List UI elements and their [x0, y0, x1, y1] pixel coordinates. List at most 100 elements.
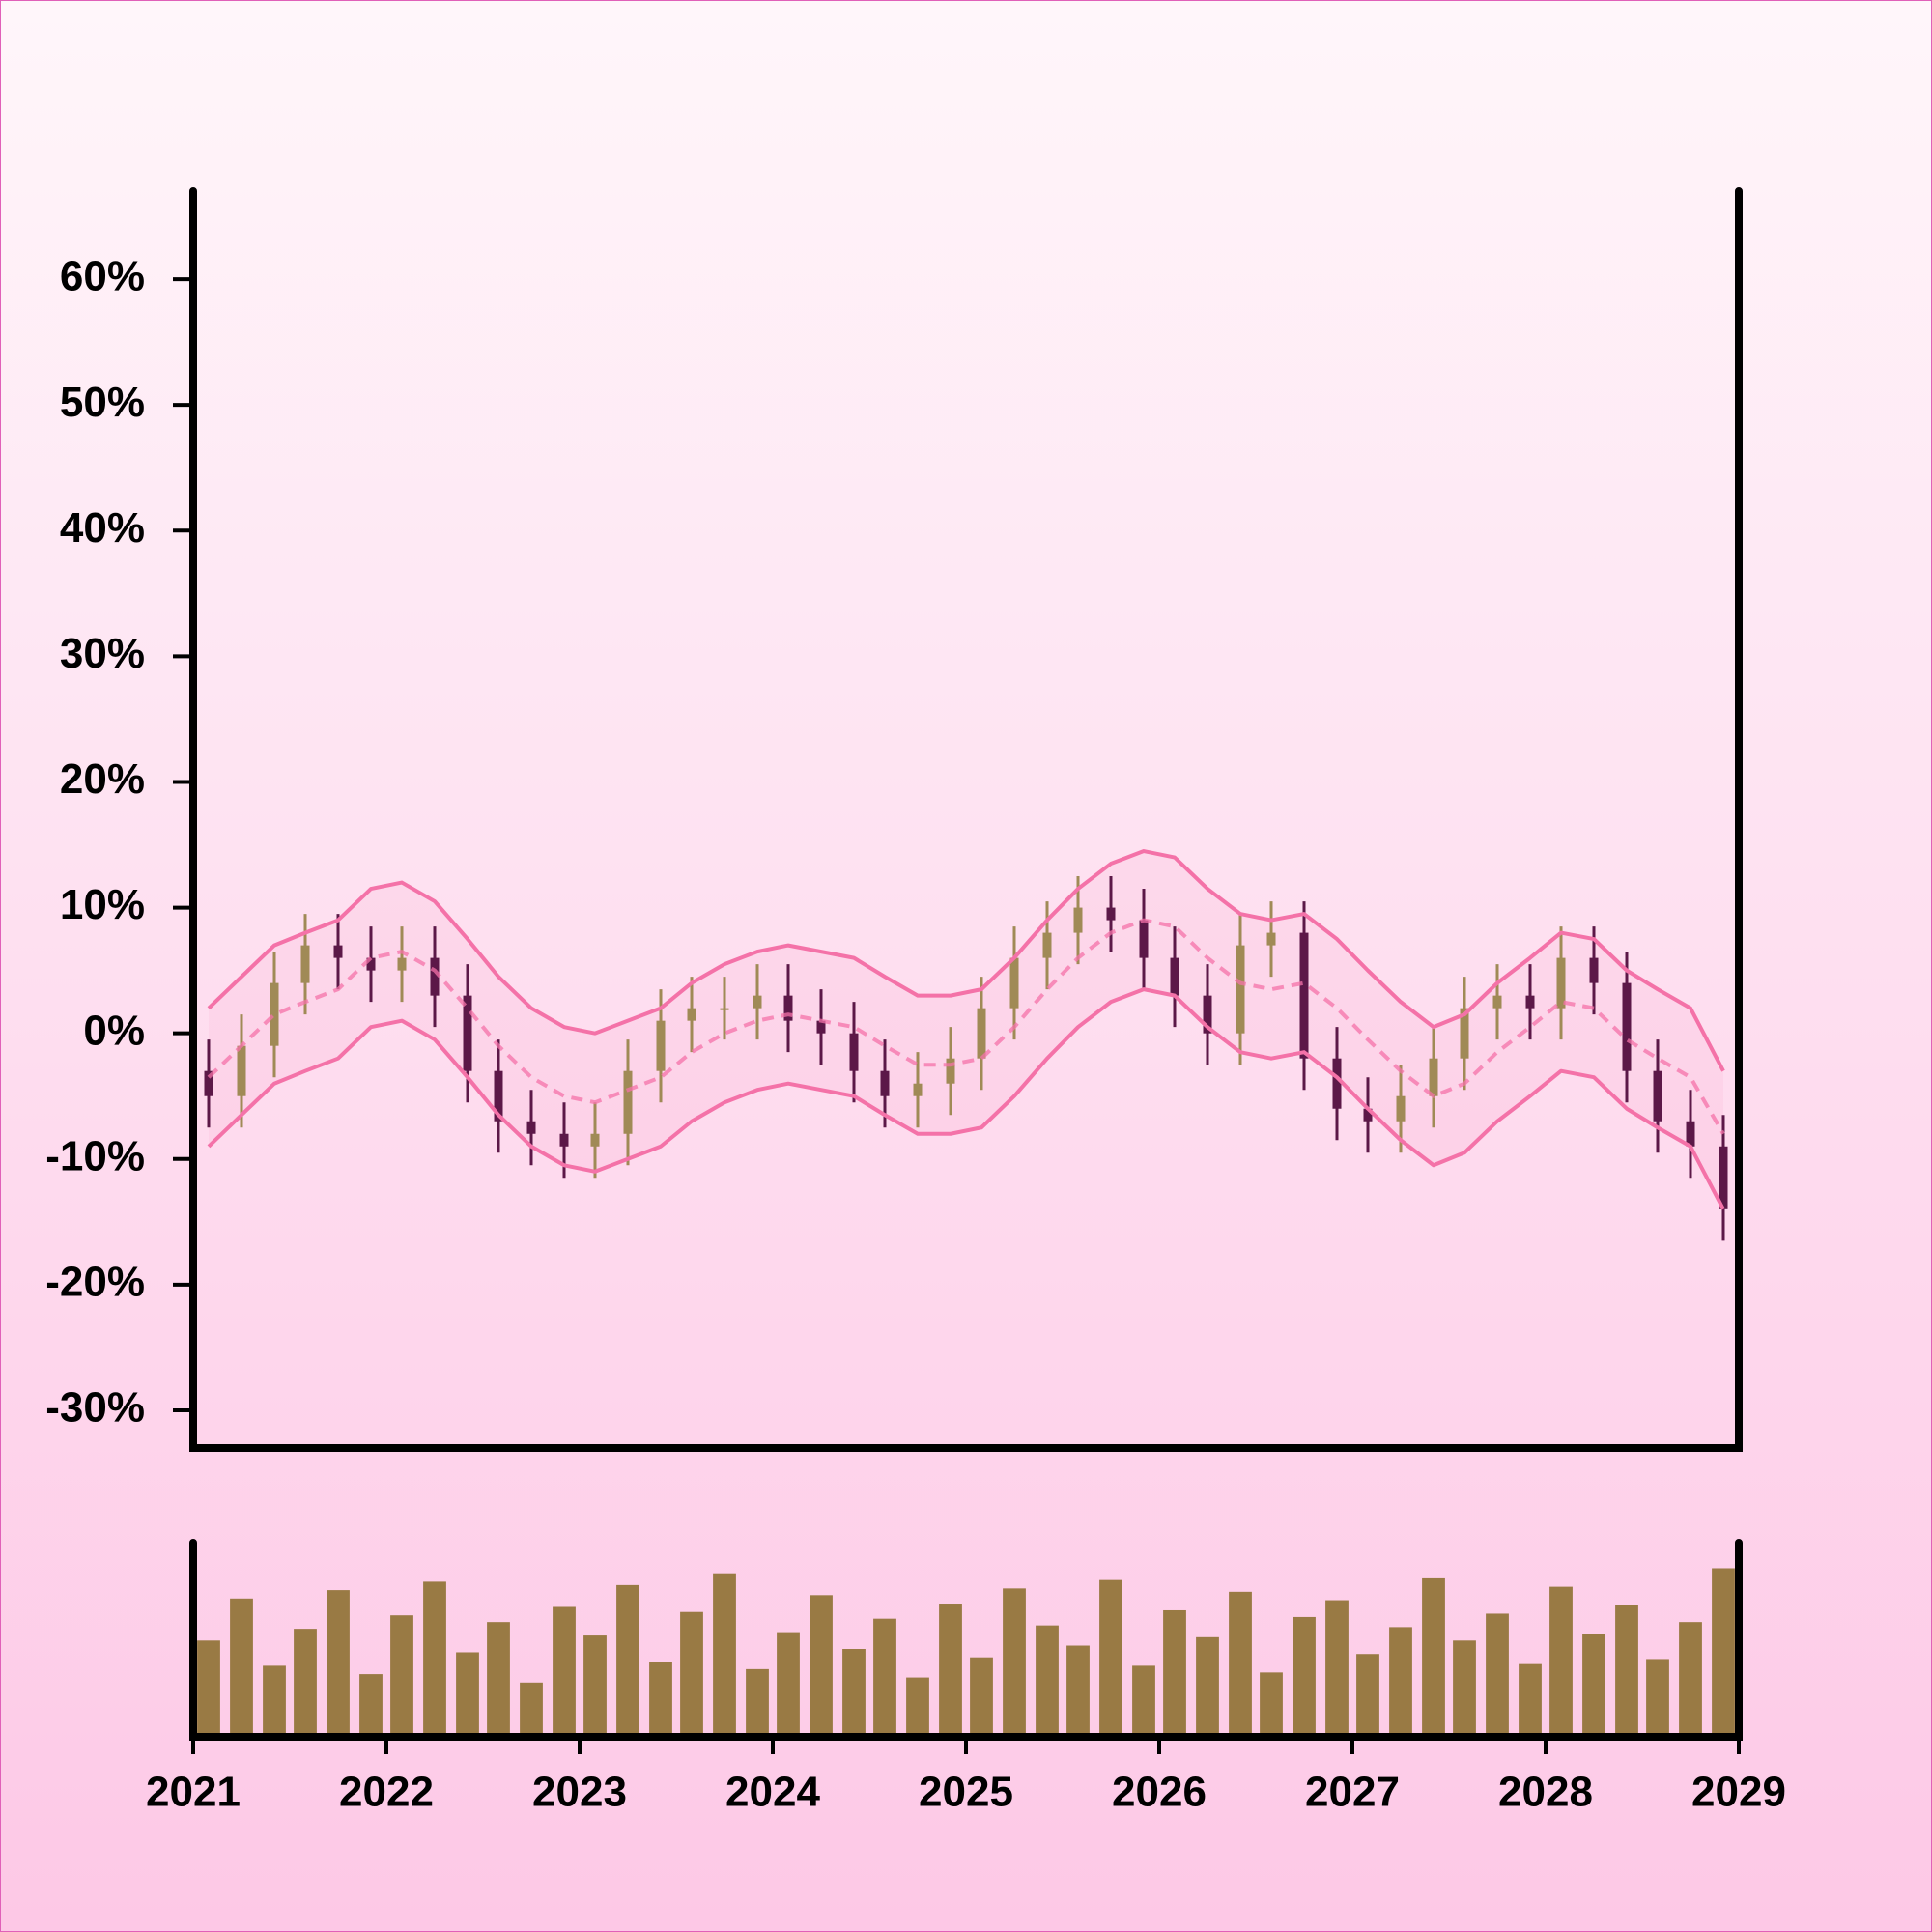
ohlc-body — [1396, 1095, 1406, 1122]
volume-bar — [1582, 1634, 1605, 1733]
plot-area — [197, 849, 1735, 1733]
ohlc-body — [1073, 907, 1083, 933]
volume-bar — [1486, 1613, 1509, 1733]
volume-bar — [1066, 1645, 1090, 1733]
ohlc-body — [687, 1008, 696, 1021]
y-tick-label: 10% — [60, 881, 145, 928]
ohlc-body — [590, 1133, 600, 1147]
ohlc-body — [1009, 957, 1019, 1009]
ohlc-body — [397, 957, 407, 971]
ohlc-body — [1525, 995, 1535, 1009]
y-tick-label: -10% — [45, 1132, 145, 1179]
volume-bar — [939, 1604, 962, 1733]
x-tick-label: 2024 — [725, 1769, 820, 1816]
band-lower — [207, 987, 1725, 1210]
ohlc-body — [720, 1008, 729, 1010]
y-tick-label: 30% — [60, 630, 145, 677]
ohlc-body — [300, 945, 310, 983]
volume-bar — [1615, 1605, 1638, 1733]
x-tick-label: 2028 — [1498, 1769, 1593, 1816]
volume-bar — [359, 1674, 383, 1733]
volume-bar — [680, 1611, 703, 1733]
ohlc-body — [366, 957, 376, 971]
ohlc-body — [656, 1020, 666, 1071]
ohlc-body — [430, 957, 440, 996]
x-tick-label: 2023 — [532, 1769, 627, 1816]
ohlc-body — [237, 1045, 246, 1096]
band-middle — [207, 918, 1725, 1135]
volume-bar — [842, 1649, 866, 1733]
ohlc-body — [913, 1083, 923, 1096]
ohlc-body — [1686, 1121, 1695, 1147]
volume-bar — [1712, 1568, 1735, 1733]
y-tick-label: 20% — [60, 755, 145, 803]
volume-bar — [294, 1629, 317, 1733]
volume-bar — [616, 1584, 639, 1733]
volume-bar — [487, 1622, 510, 1733]
x-tick-label: 2022 — [339, 1769, 434, 1816]
y-tick-label: -20% — [45, 1258, 145, 1305]
ohlc-body — [1492, 995, 1502, 1009]
volume-bar — [777, 1632, 800, 1733]
volume-bar — [553, 1606, 576, 1733]
ohlc-body — [816, 1020, 826, 1034]
x-tick-label: 2026 — [1112, 1769, 1207, 1816]
volume-bar — [1519, 1663, 1542, 1733]
ohlc-body — [1622, 982, 1632, 1071]
ohlc-body — [1203, 995, 1212, 1034]
ohlc-body — [946, 1058, 955, 1084]
volume-bar — [1260, 1672, 1283, 1733]
ohlc-body — [880, 1070, 890, 1096]
volume-bar — [583, 1635, 607, 1733]
ohlc-body — [1556, 957, 1566, 1009]
ohlc-body — [559, 1133, 569, 1147]
ohlc-body — [333, 945, 343, 958]
volume-bar — [1453, 1640, 1476, 1733]
volume-bar — [520, 1682, 543, 1733]
ohlc-body — [1429, 1058, 1438, 1096]
volume-bar — [390, 1615, 413, 1733]
volume-bar — [456, 1652, 479, 1733]
ohlc-body — [1653, 1070, 1662, 1122]
y-tick-label: 60% — [60, 253, 145, 300]
band-fill — [209, 851, 1723, 1209]
ohlc-body — [494, 1070, 503, 1122]
y-tick-label: 0% — [83, 1007, 145, 1054]
ohlc-body — [1266, 932, 1276, 946]
volume-bar — [746, 1668, 769, 1733]
ohlc-body — [1332, 1058, 1342, 1109]
ohlc-body — [526, 1121, 536, 1134]
ohlc-body — [463, 995, 472, 1071]
volume-bar — [230, 1598, 253, 1733]
volume-bar — [810, 1595, 833, 1733]
volume-bar — [1549, 1586, 1573, 1733]
volume-bar — [1196, 1636, 1219, 1733]
y-tick-label: 50% — [60, 379, 145, 426]
x-tick-label: 2027 — [1305, 1769, 1400, 1816]
volume-bar — [906, 1677, 929, 1733]
y-tick-label: -30% — [45, 1384, 145, 1432]
volume-bar — [1099, 1579, 1122, 1733]
volume-bar — [1132, 1665, 1155, 1733]
ohlc-body — [753, 995, 762, 1009]
volume-bar — [1679, 1622, 1702, 1733]
x-tick-label: 2025 — [919, 1769, 1013, 1816]
volume-bar — [1356, 1654, 1379, 1733]
ohlc-body — [849, 1033, 859, 1071]
volume-bar — [1229, 1591, 1252, 1733]
x-tick-label: 2021 — [146, 1769, 241, 1816]
volume-bar — [1646, 1659, 1669, 1733]
ohlc-body — [977, 1008, 986, 1059]
volume-bar — [1422, 1577, 1445, 1733]
ohlc-body — [1363, 1108, 1373, 1122]
ohlc-body — [1170, 957, 1179, 996]
ohlc-body — [1460, 1008, 1469, 1059]
ohlc-body — [1042, 932, 1052, 958]
volume-bar — [327, 1590, 350, 1733]
ohlc-body — [783, 995, 793, 1021]
volume-bar — [1003, 1588, 1026, 1733]
volume-bar — [649, 1662, 672, 1733]
ohlc-body — [1299, 932, 1309, 1059]
